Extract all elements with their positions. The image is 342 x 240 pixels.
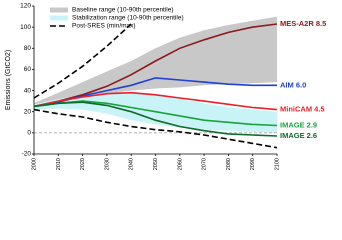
series-line xyxy=(33,101,278,137)
legend-label: Post-SRES (min/max) xyxy=(72,23,136,30)
x-tick-label: 2020 xyxy=(80,158,86,170)
x-tick-label: 2060 xyxy=(177,158,183,170)
series-label: IMAGE 2.9 xyxy=(280,120,317,129)
y-axis-label: Emissions (GtCO2) xyxy=(5,50,12,110)
series-line xyxy=(33,23,278,108)
chart: Emissions (GtCO2) -200204060801001202000… xyxy=(5,3,326,171)
series-label: MiniCAM 4.5 xyxy=(280,105,325,114)
x-tick-label: 2100 xyxy=(274,158,280,170)
y-tick-label: 60 xyxy=(24,66,32,73)
y-tick-label: 80 xyxy=(24,45,32,52)
y-tick-label: 20 xyxy=(24,108,32,115)
y-tick-label: 40 xyxy=(24,87,32,94)
series-label: IMAGE 2.6 xyxy=(280,131,317,140)
legend-label: Baseline range (10-90th percentile) xyxy=(72,7,174,14)
x-tick-label: 2030 xyxy=(104,158,110,170)
x-tick-label: 2070 xyxy=(202,158,208,170)
x-tick-label: 2000 xyxy=(31,158,37,170)
y-tick-label: 120 xyxy=(20,3,31,10)
y-tick-label: 100 xyxy=(20,24,31,31)
x-tick-label: 2080 xyxy=(226,158,232,170)
legend-label: Stabilization range (10-90th percentile) xyxy=(72,15,184,22)
x-tick-label: 2050 xyxy=(153,158,159,170)
envelope-line xyxy=(33,108,278,149)
series-label: AIM 6.0 xyxy=(280,80,306,89)
y-tick-label: 0 xyxy=(27,130,31,137)
x-tick-label: 2010 xyxy=(56,158,62,170)
x-tick-label: 2090 xyxy=(250,158,256,170)
series-line xyxy=(33,91,278,111)
envelope-line xyxy=(33,23,132,99)
legend-swatch xyxy=(50,7,68,13)
x-tick-label: 2040 xyxy=(129,158,135,170)
y-tick-label: -20 xyxy=(22,151,32,158)
legend-swatch xyxy=(50,15,68,21)
series-label: MES-A2R 8.5 xyxy=(280,19,326,28)
